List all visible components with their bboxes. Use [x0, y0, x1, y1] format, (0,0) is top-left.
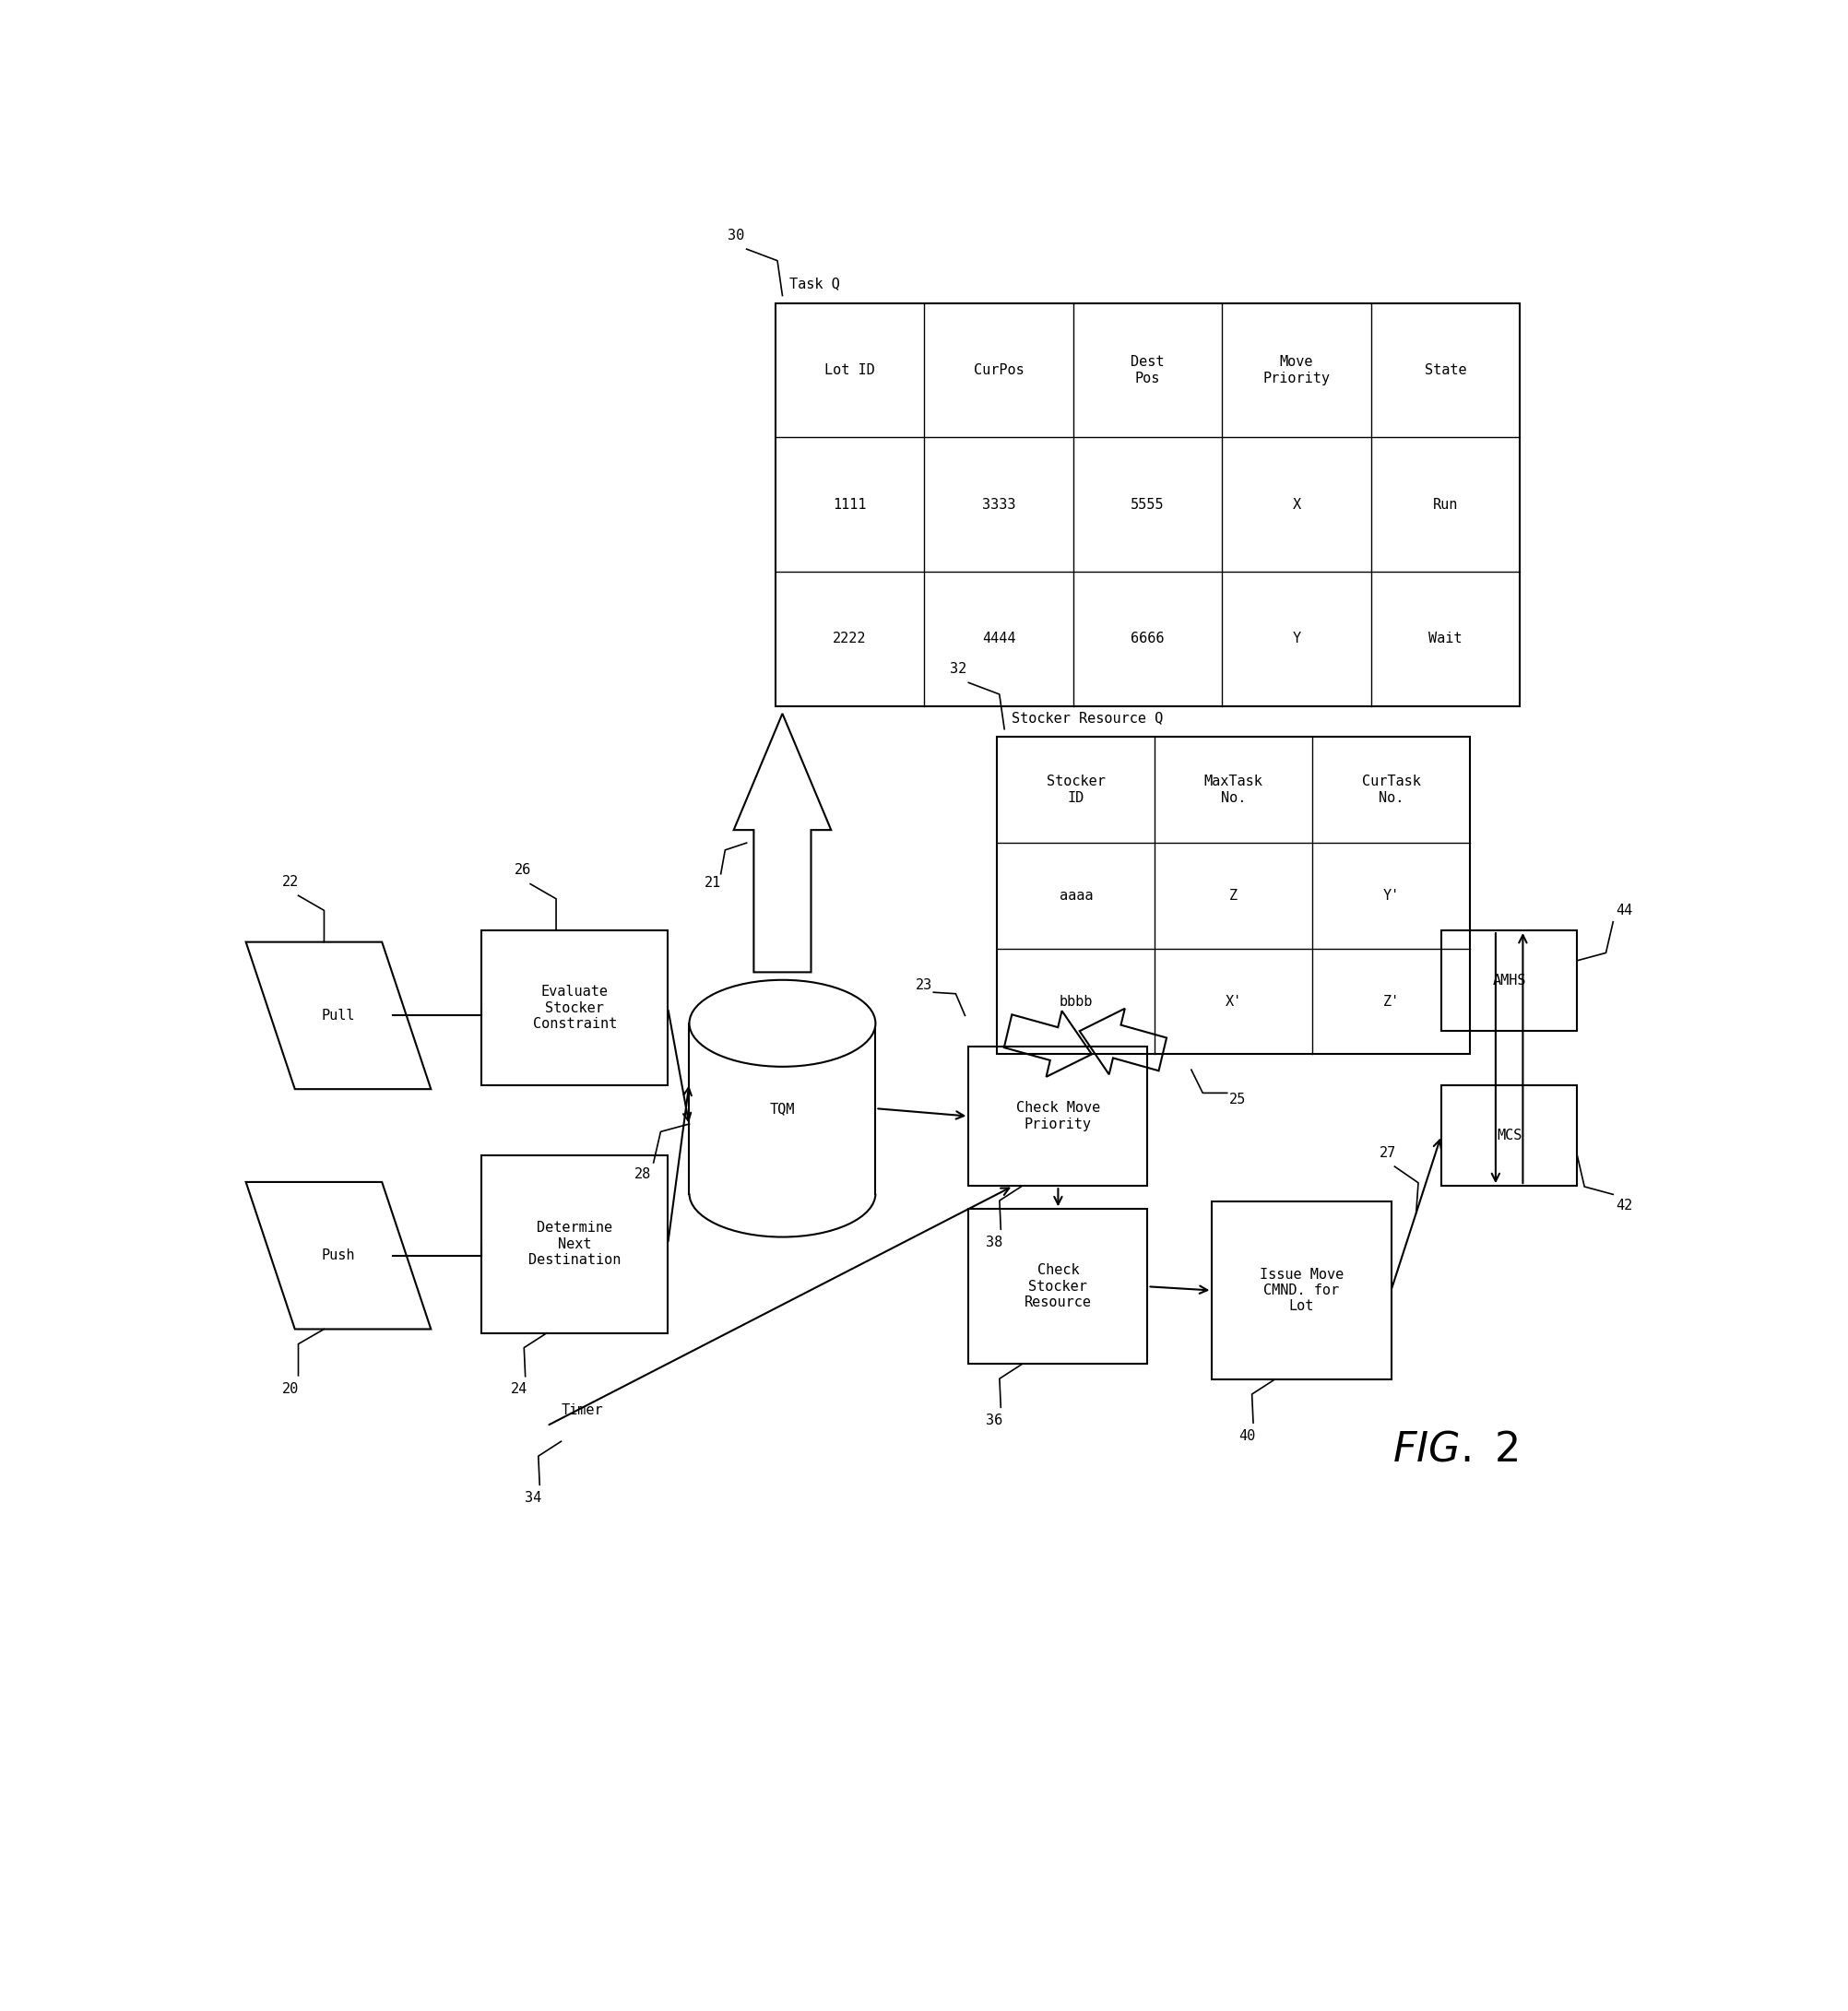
Text: 38: 38	[987, 1235, 1003, 1249]
Text: Wait: Wait	[1429, 631, 1462, 646]
Text: CurTask
No.: CurTask No.	[1362, 774, 1421, 804]
Text: 4444: 4444	[981, 631, 1016, 646]
Text: MaxTask
No.: MaxTask No.	[1205, 774, 1262, 804]
Bar	[968, 1046, 1148, 1186]
Text: Task Q: Task Q	[789, 278, 841, 292]
Text: Y: Y	[1292, 631, 1301, 646]
Text: 40: 40	[1238, 1430, 1255, 1442]
Text: X: X	[1292, 497, 1301, 511]
Text: Check
Stocker
Resource: Check Stocker Resource	[1024, 1263, 1092, 1309]
Text: Push: Push	[322, 1249, 355, 1263]
Text: 28: 28	[634, 1166, 650, 1180]
Text: Stocker
ID: Stocker ID	[1046, 774, 1105, 804]
Ellipse shape	[689, 979, 876, 1066]
Text: 44: 44	[1615, 903, 1632, 917]
Text: 36: 36	[987, 1414, 1003, 1428]
Text: Y': Y'	[1382, 889, 1399, 903]
Text: 22: 22	[283, 875, 299, 889]
Text: Pull: Pull	[322, 1010, 355, 1022]
Bar	[1441, 1086, 1576, 1186]
Text: 3333: 3333	[981, 497, 1016, 511]
Text: Lot ID: Lot ID	[824, 364, 874, 378]
Text: 26: 26	[514, 863, 530, 877]
Text: 1111: 1111	[833, 497, 867, 511]
Text: Z': Z'	[1382, 995, 1399, 1008]
Text: Determine
Next
Destination: Determine Next Destination	[529, 1221, 621, 1267]
Text: Move
Priority: Move Priority	[1262, 356, 1331, 386]
Text: X': X'	[1225, 995, 1242, 1008]
Bar	[998, 736, 1469, 1054]
Text: Evaluate
Stocker
Constraint: Evaluate Stocker Constraint	[532, 985, 617, 1032]
Text: 2222: 2222	[833, 631, 867, 646]
Bar	[1441, 931, 1576, 1032]
Bar	[968, 1209, 1148, 1363]
Bar	[482, 1154, 667, 1333]
Text: aaaa: aaaa	[1059, 889, 1092, 903]
Text: AMHS: AMHS	[1493, 973, 1526, 987]
Text: 34: 34	[525, 1490, 541, 1504]
Text: 20: 20	[283, 1384, 299, 1396]
Text: 24: 24	[510, 1382, 527, 1396]
Text: 25: 25	[1229, 1094, 1246, 1106]
Text: State: State	[1425, 364, 1467, 378]
Text: bbbb: bbbb	[1059, 995, 1092, 1008]
Text: 23: 23	[915, 979, 933, 991]
Text: Issue Move
CMND. for
Lot: Issue Move CMND. for Lot	[1260, 1267, 1343, 1313]
Text: 5555: 5555	[1131, 497, 1164, 511]
Text: 6666: 6666	[1131, 631, 1164, 646]
Text: 32: 32	[950, 662, 967, 676]
Text: Run: Run	[1432, 497, 1458, 511]
Text: Stocker Resource Q: Stocker Resource Q	[1011, 710, 1162, 724]
Text: 42: 42	[1615, 1199, 1632, 1213]
Text: TQM: TQM	[771, 1102, 795, 1116]
Text: Dest
Pos: Dest Pos	[1131, 356, 1164, 386]
Text: Timer: Timer	[562, 1404, 602, 1418]
Text: 30: 30	[728, 227, 745, 241]
Text: MCS: MCS	[1497, 1128, 1523, 1142]
Bar	[482, 931, 667, 1086]
Text: CurPos: CurPos	[974, 364, 1024, 378]
Text: Z: Z	[1229, 889, 1238, 903]
Bar	[776, 304, 1519, 706]
Text: 27: 27	[1380, 1146, 1397, 1160]
Text: 21: 21	[704, 877, 721, 891]
Text: Check Move
Priority: Check Move Priority	[1016, 1102, 1100, 1130]
Text: $FIG.\ 2$: $FIG.\ 2$	[1393, 1430, 1519, 1468]
Bar	[1212, 1201, 1392, 1380]
